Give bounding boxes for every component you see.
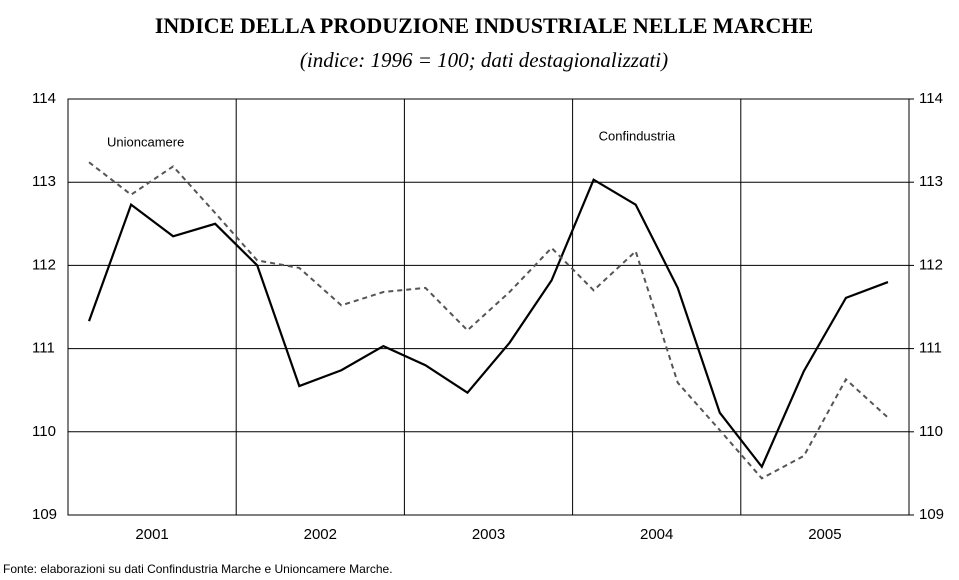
series-annotation: Confindustria (599, 128, 676, 143)
y2-tick-label: 112 (919, 256, 943, 273)
y2-tick-label: 113 (919, 173, 943, 190)
y-tick-label: 109 (32, 506, 57, 523)
x-group-label: 2003 (472, 526, 505, 543)
y-tick-label: 110 (32, 423, 56, 440)
y2-tick-label: 109 (919, 506, 944, 523)
x-group-label: 2005 (808, 526, 841, 543)
x-group-label: 2001 (135, 526, 168, 543)
series-line (87, 178, 889, 469)
plot-frame (67, 98, 910, 516)
series-annotation: Unioncamere (107, 134, 184, 149)
x-group-label: 2004 (640, 526, 673, 543)
y2-tick-label: 110 (919, 423, 943, 440)
y-tick-label: 111 (32, 340, 55, 357)
chart-title: INDICE DELLA PRODUZIONE INDUSTRIALE NELL… (155, 13, 813, 38)
series-line (88, 161, 889, 480)
chart-subtitle: (indice: 1996 = 100; dati destagionalizz… (300, 48, 668, 72)
y2-tick-label: 111 (919, 340, 942, 357)
source-note: Fonte: elaborazioni su dati Confindustri… (3, 562, 393, 576)
y-tick-label: 113 (32, 173, 56, 190)
y2-tick-label: 114 (919, 90, 943, 107)
x-group-label: 2002 (304, 526, 337, 543)
y-tick-label: 114 (32, 90, 56, 107)
y-tick-label: 112 (32, 256, 56, 273)
